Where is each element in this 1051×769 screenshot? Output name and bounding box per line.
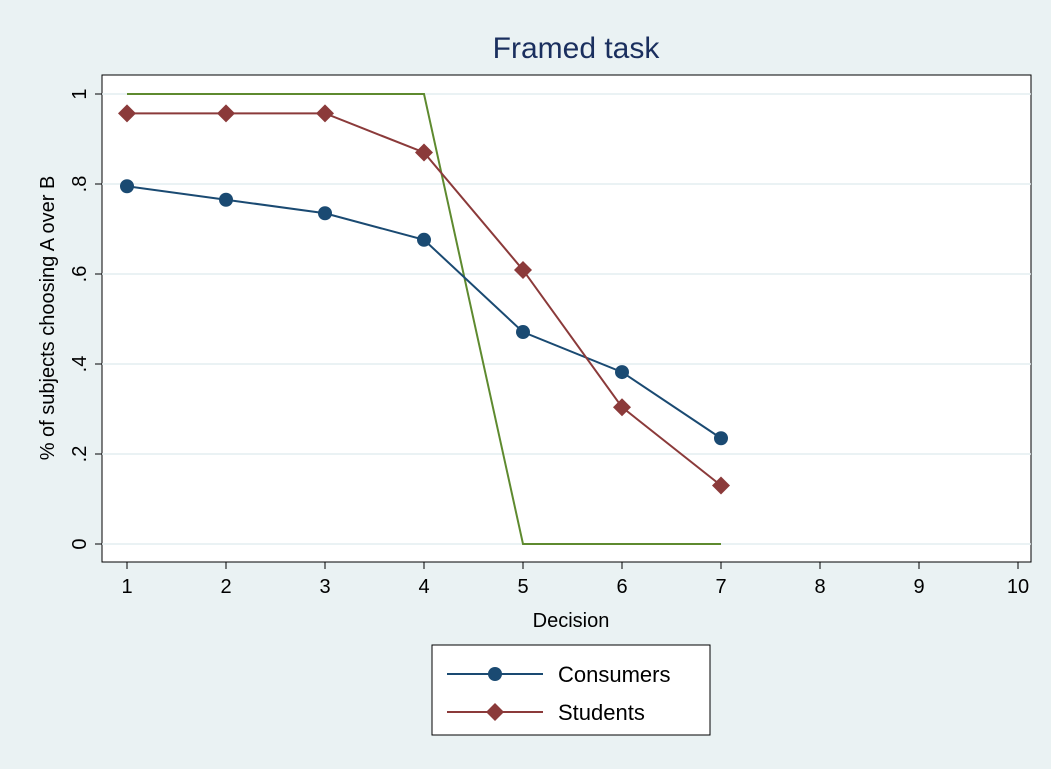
series-line — [127, 93, 721, 545]
data-point — [613, 398, 631, 417]
x-tick-label: 10 — [1007, 576, 1029, 598]
legend-swatch-marker — [486, 703, 504, 721]
data-point — [514, 260, 532, 279]
series-reference — [127, 93, 721, 545]
y-tick-label: .8 — [69, 176, 91, 193]
x-tick-label: 4 — [418, 576, 429, 598]
legend-label: Consumers — [558, 662, 670, 687]
x-tick-label: 2 — [220, 576, 231, 598]
legend-swatch-marker — [488, 667, 502, 681]
data-point — [318, 206, 332, 221]
grid-lines — [102, 93, 1031, 545]
axes: 0 .2 .4 .6 .8 1 1 2 3 4 5 6 7 8 9 10 — [69, 88, 1029, 598]
series-layer — [118, 93, 730, 545]
data-point — [118, 104, 136, 123]
x-tick-label: 3 — [319, 576, 330, 598]
series-students — [118, 104, 730, 495]
data-point — [415, 143, 433, 162]
legend-item: Students — [447, 700, 645, 725]
data-point — [120, 179, 134, 194]
legend-box — [431, 644, 711, 736]
data-point — [714, 431, 728, 446]
x-tick-label: 9 — [913, 576, 924, 598]
x-tick-label: 7 — [715, 576, 726, 598]
x-tick-label: 5 — [517, 576, 528, 598]
data-point — [516, 325, 530, 340]
data-point — [316, 104, 334, 123]
x-tick-label: 8 — [814, 576, 825, 598]
data-point — [712, 476, 730, 495]
y-tick-label: .6 — [69, 266, 91, 283]
x-tick-label: 6 — [616, 576, 627, 598]
y-tick-label: 0 — [69, 538, 91, 549]
data-point — [615, 365, 629, 380]
legend-item: Consumers — [447, 662, 670, 687]
y-tick-label: .2 — [69, 446, 91, 463]
legend: Consumers Students — [431, 644, 711, 736]
x-tick-label: 1 — [121, 576, 132, 598]
y-axis-title: % of subjects choosing A over B — [37, 176, 59, 461]
y-tick-label: .4 — [69, 356, 91, 373]
plot-area — [101, 74, 1032, 563]
data-point — [417, 232, 431, 247]
chart-title: Framed task — [493, 32, 661, 65]
legend-items: Consumers Students — [447, 662, 670, 725]
data-point — [217, 104, 235, 123]
legend-label: Students — [558, 700, 645, 725]
x-axis-title: Decision — [533, 610, 610, 632]
series-consumers — [120, 179, 728, 446]
data-point — [219, 192, 233, 207]
y-tick-label: 1 — [69, 88, 91, 99]
